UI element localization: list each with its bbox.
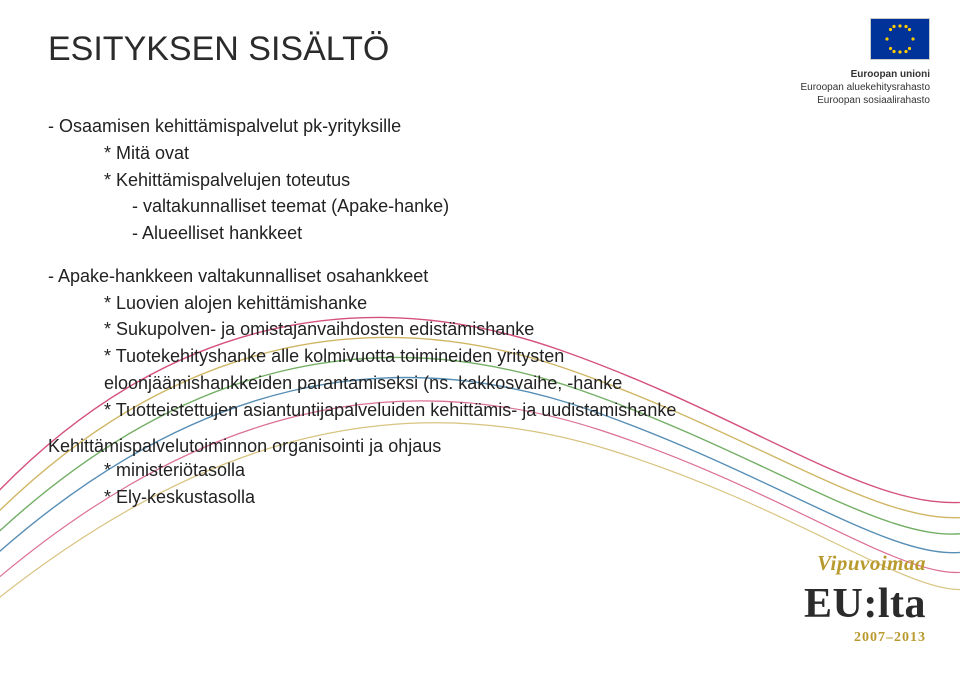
list-item: Alueelliset hankkeet bbox=[132, 222, 828, 246]
list-item: Tuotekehityshanke alle kolmivuotta toimi… bbox=[104, 345, 828, 369]
list-item: valtakunnalliset teemat (Apake-hanke) bbox=[132, 195, 828, 219]
list-item: Tuotteistettujen asiantuntijapalveluiden… bbox=[104, 399, 828, 423]
vipuvoimaa-logo: Vipuvoimaa bbox=[817, 551, 926, 576]
list-item: ministeriötasolla bbox=[104, 459, 828, 483]
list-item: Ely-keskustasolla bbox=[104, 486, 828, 510]
list-item: Kehittämispalvelujen toteutus bbox=[104, 169, 828, 193]
list-item: Sukupolven- ja omistajanvaihdosten edist… bbox=[104, 318, 828, 342]
eu-label-1: Euroopan unioni bbox=[800, 68, 930, 81]
eulta-text: EU:lta bbox=[804, 580, 926, 628]
years-text: 2007–2013 bbox=[804, 630, 926, 646]
list-item: eloonjäämishankkeiden parantamiseksi (ns… bbox=[104, 372, 828, 396]
eu-funding-block: Euroopan unioni Euroopan aluekehitysraha… bbox=[800, 18, 930, 107]
list-item: Apake-hankkeen valtakunnalliset osahankk… bbox=[48, 265, 828, 289]
content-block: Osaamisen kehittämispalvelut pk-yrityksi… bbox=[48, 115, 828, 513]
list-item: Osaamisen kehittämispalvelut pk-yrityksi… bbox=[48, 115, 828, 139]
list-item: Kehittämispalvelutoiminnon organisointi … bbox=[48, 435, 828, 459]
eu-label-2: Euroopan aluekehitysrahasto bbox=[800, 81, 930, 94]
slide-title: ESITYKSEN SISÄLTÖ bbox=[48, 30, 389, 69]
eulta-logo: EU:lta 2007–2013 bbox=[804, 580, 926, 646]
eu-flag-icon bbox=[870, 18, 930, 60]
eu-label-3: Euroopan sosiaalirahasto bbox=[800, 94, 930, 107]
list-item: Mitä ovat bbox=[104, 142, 828, 166]
list-item: Luovien alojen kehittämishanke bbox=[104, 292, 828, 316]
